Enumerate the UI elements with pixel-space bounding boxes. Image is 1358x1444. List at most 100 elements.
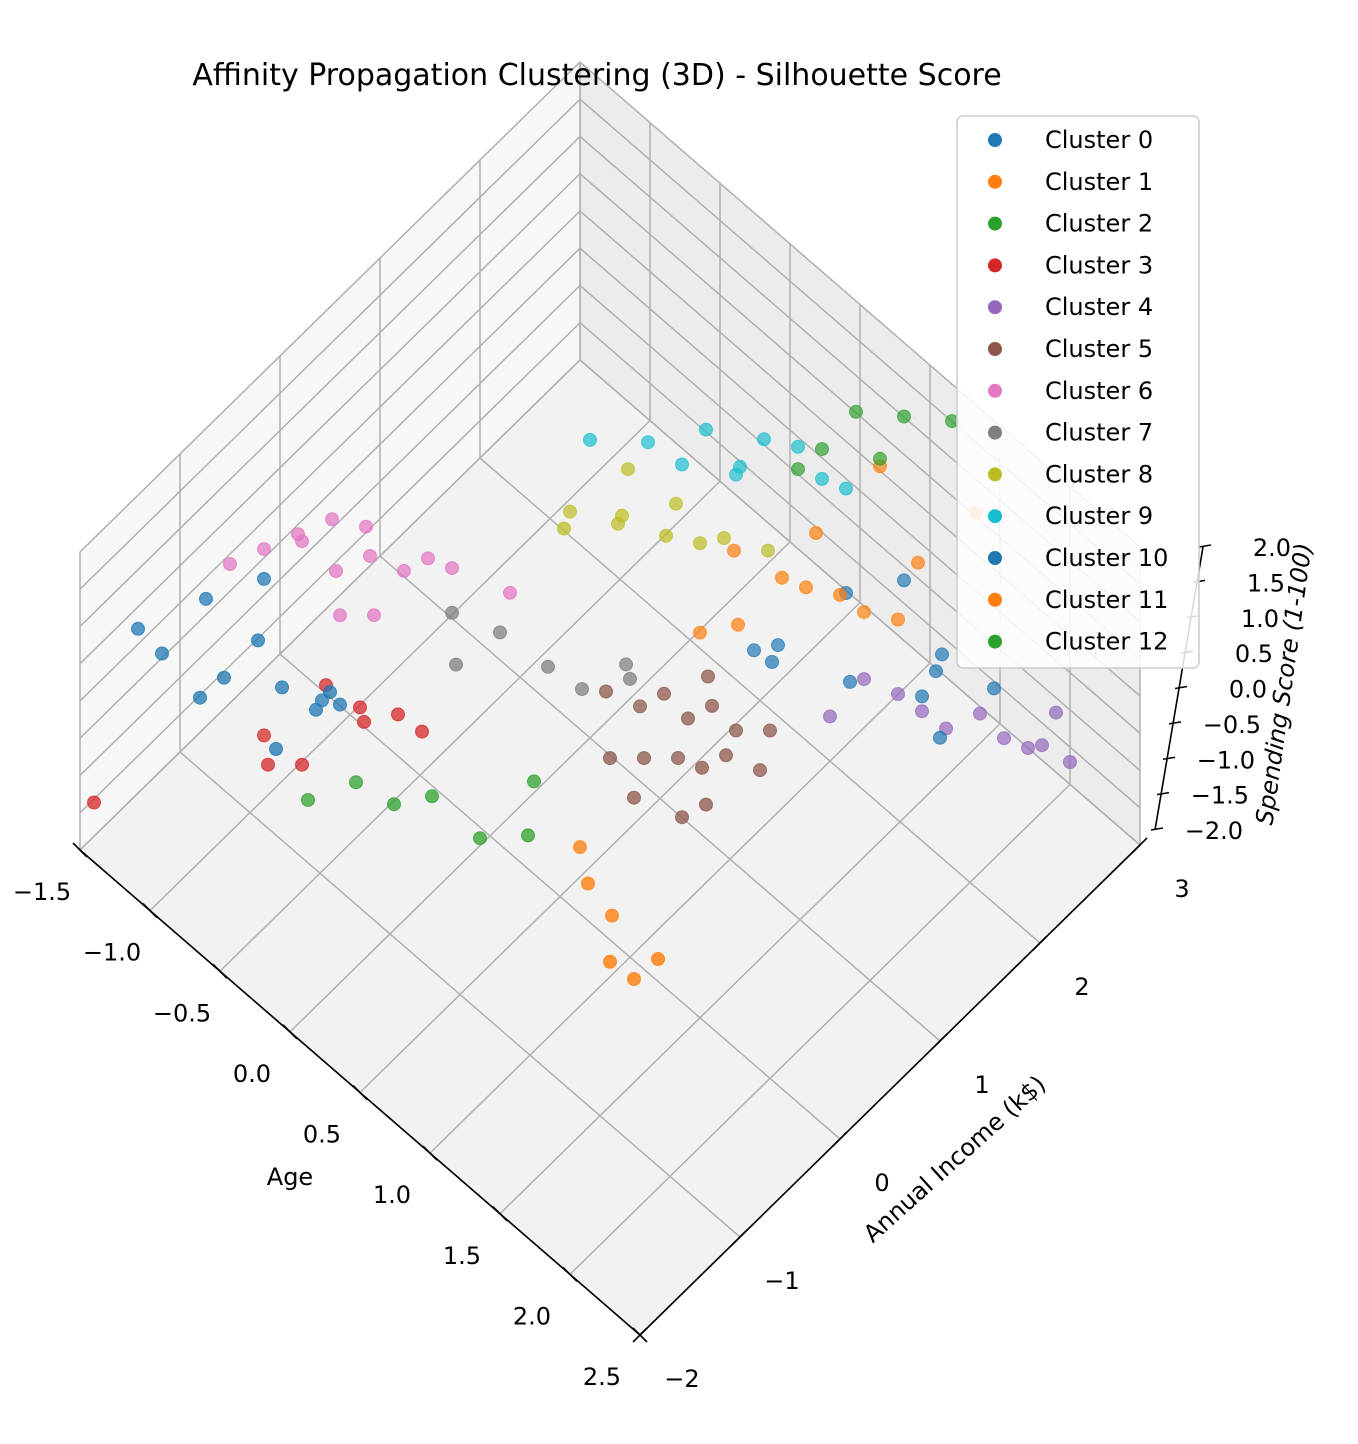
- legend-entry-label: Cluster 9: [1045, 502, 1153, 530]
- data-point-cluster-4: [1035, 738, 1049, 753]
- data-point-cluster-0: [929, 664, 943, 679]
- data-point-cluster-3: [295, 757, 309, 772]
- legend-entry-label: Cluster 0: [1045, 126, 1153, 154]
- data-point-cluster-6: [397, 563, 411, 578]
- data-point-cluster-5: [675, 810, 689, 825]
- data-point-cluster-1: [603, 954, 617, 969]
- z-tick-mark: [1150, 827, 1164, 831]
- legend-marker: [988, 509, 1002, 524]
- legend-marker: [988, 342, 1002, 356]
- legend-entry-label: Cluster 10: [1045, 544, 1168, 572]
- legend-marker: [988, 634, 1002, 649]
- data-point-cluster-11: [833, 587, 847, 602]
- data-point-cluster-5: [599, 684, 613, 699]
- data-point-cluster-0: [251, 633, 265, 648]
- legend-entry-label: Cluster 11: [1045, 586, 1168, 614]
- data-point-cluster-9: [791, 439, 805, 454]
- data-point-cluster-0: [217, 670, 231, 685]
- data-point-cluster-11: [891, 612, 905, 627]
- data-point-cluster-3: [353, 700, 367, 715]
- x-tick-label: 2.5: [583, 1363, 621, 1391]
- data-point-cluster-2: [387, 797, 401, 812]
- data-point-cluster-4: [857, 672, 871, 687]
- data-point-cluster-4: [915, 704, 929, 719]
- z-tick-label: −2.0: [1185, 817, 1243, 845]
- data-point-cluster-1: [573, 840, 587, 855]
- legend-entry-label: Cluster 5: [1045, 335, 1153, 363]
- data-point-cluster-11: [911, 555, 925, 570]
- grid-line-y-floor: [379, 555, 941, 1042]
- z-tick-mark: [1162, 756, 1176, 761]
- x-tick-label: 0.0: [233, 1060, 271, 1088]
- data-point-cluster-0: [933, 730, 947, 745]
- data-point-cluster-3: [391, 707, 405, 722]
- z-tick-label: 1.5: [1247, 569, 1285, 597]
- data-point-cluster-7: [541, 659, 555, 674]
- legend-marker: [988, 216, 1002, 231]
- z-tick-label: 0.5: [1235, 640, 1273, 668]
- data-point-cluster-6: [257, 542, 271, 557]
- x-tick-mark: [72, 842, 88, 858]
- y-tick-mark: [1032, 935, 1048, 951]
- legend-marker: [988, 174, 1002, 189]
- data-point-cluster-8: [615, 508, 629, 523]
- data-point-cluster-9: [839, 481, 853, 496]
- z-tick-mark: [1198, 544, 1212, 548]
- data-point-cluster-4: [891, 687, 905, 701]
- data-point-cluster-8: [563, 504, 577, 519]
- data-point-cluster-6: [359, 519, 373, 534]
- legend-entry-label: Cluster 2: [1045, 210, 1153, 238]
- data-point-cluster-5: [603, 751, 617, 766]
- data-point-cluster-0: [747, 643, 761, 658]
- data-point-cluster-4: [823, 709, 837, 724]
- data-point-cluster-11: [799, 580, 813, 595]
- x-tick-mark: [212, 963, 228, 979]
- data-point-cluster-11: [857, 605, 871, 620]
- data-point-cluster-1: [581, 876, 595, 891]
- grid-line-z-left: [79, 173, 581, 665]
- data-point-cluster-5: [671, 751, 685, 765]
- legend-marker: [988, 133, 1002, 147]
- y-axis-line: [639, 844, 1141, 1336]
- data-point-cluster-0: [935, 647, 949, 662]
- data-point-cluster-5: [695, 760, 709, 775]
- grid-line-z-left: [79, 98, 581, 590]
- z-tick-mark: [1174, 685, 1188, 690]
- y-tick-label: 1: [974, 1071, 989, 1099]
- data-point-cluster-3: [357, 714, 371, 729]
- data-point-cluster-7: [493, 625, 507, 640]
- data-point-cluster-8: [717, 531, 731, 546]
- data-point-cluster-4: [1021, 741, 1035, 755]
- grid-line-x-floor: [429, 662, 931, 1154]
- data-point-cluster-7: [623, 671, 637, 686]
- grid-line-z-right: [579, 322, 1141, 809]
- y-tick-label: 2: [1074, 973, 1089, 1001]
- y-tick-mark: [832, 1131, 848, 1147]
- data-point-cluster-0: [257, 571, 271, 586]
- legend-marker: [988, 551, 1002, 565]
- data-point-cluster-0: [199, 591, 213, 606]
- x-tick-label: −1.0: [83, 939, 141, 967]
- x-tick-mark: [142, 903, 158, 919]
- y-tick-mark: [1132, 837, 1148, 853]
- legend-marker: [988, 300, 1002, 315]
- data-point-cluster-2: [301, 793, 315, 807]
- data-point-cluster-11: [727, 543, 741, 558]
- y-tick-mark: [732, 1229, 748, 1245]
- data-points: [87, 404, 1077, 986]
- data-point-cluster-6: [445, 561, 459, 576]
- grid-line-z-left: [79, 135, 581, 628]
- grid-line-z-right: [579, 284, 1141, 772]
- data-point-cluster-4: [1049, 705, 1063, 720]
- grid-line-x-floor: [499, 723, 1001, 1215]
- data-point-cluster-8: [669, 496, 683, 511]
- data-point-cluster-0: [843, 674, 857, 689]
- z-tick-mark: [1168, 721, 1182, 725]
- grid-line-z-left: [79, 210, 581, 702]
- grid-line-x-floor: [359, 601, 861, 1094]
- data-point-cluster-0: [987, 681, 1001, 696]
- data-point-cluster-3: [415, 724, 429, 739]
- legend-marker: [988, 425, 1002, 440]
